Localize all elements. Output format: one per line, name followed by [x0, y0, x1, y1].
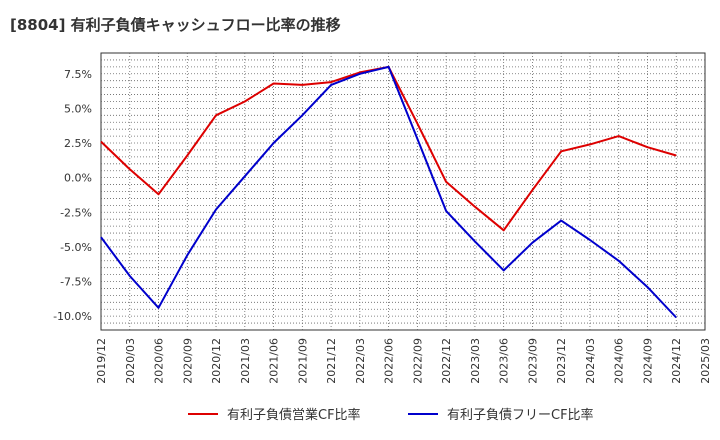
x-tick-label: 2019/12 — [95, 338, 108, 384]
plot-area — [100, 52, 706, 331]
legend-item-free-cf: 有利子負債フリーCF比率 — [408, 404, 594, 423]
y-tick-label: 0.0% — [64, 172, 92, 185]
y-tick-label: 2.5% — [64, 137, 92, 150]
x-tick-label: 2023/12 — [555, 338, 568, 384]
x-tick-label: 2024/09 — [641, 338, 654, 384]
legend-label-free-cf: 有利子負債フリーCF比率 — [447, 408, 594, 423]
y-tick-label: 7.5% — [64, 68, 92, 81]
grid-lines — [101, 53, 705, 330]
plot-border — [100, 52, 706, 331]
x-tick-label: 2020/06 — [153, 338, 166, 384]
x-tick-label: 2023/06 — [498, 338, 511, 384]
x-tick-label: 2022/09 — [411, 338, 424, 384]
x-tick-label: 2020/03 — [124, 338, 137, 384]
x-tick-label: 2024/06 — [613, 338, 626, 384]
x-tick-label: 2022/03 — [354, 338, 367, 384]
y-tick-label: -5.0% — [60, 241, 92, 254]
x-tick-label: 2021/03 — [239, 338, 252, 384]
legend: 有利子負債営業CF比率 有利子負債フリーCF比率 — [0, 404, 720, 428]
x-tick-label: 2023/09 — [526, 338, 539, 384]
x-tick-label: 2021/12 — [325, 338, 338, 384]
y-tick-label: -10.0% — [53, 310, 92, 323]
chart-title: [8804] 有利子負債キャッシュフロー比率の推移 — [10, 16, 341, 34]
x-tick-label: 2022/06 — [383, 338, 396, 384]
y-tick-label: -7.5% — [60, 276, 92, 289]
legend-label-operating-cf: 有利子負債営業CF比率 — [227, 408, 361, 423]
y-axis-ticks: 7.5% 5.0% 2.5% 0.0% -2.5% -5.0% -7.5% -10.0% — [53, 68, 92, 323]
x-tick-label: 2022/12 — [440, 338, 453, 384]
legend-item-operating-cf: 有利子負債営業CF比率 — [188, 404, 361, 423]
series-line-free-cf — [100, 65, 677, 319]
x-tick-label: 2020/09 — [181, 338, 194, 384]
legend-swatch-free-cf — [408, 412, 438, 415]
x-tick-label: 2021/09 — [296, 338, 309, 384]
x-tick-label: 2020/12 — [210, 338, 223, 384]
x-axis-ticks: 2019/12 2020/03 2020/06 2020/09 2020/12 2021/… — [95, 338, 712, 384]
y-tick-label: 5.0% — [64, 102, 92, 115]
x-tick-label: 2024/12 — [670, 338, 683, 384]
x-tick-label: 2021/06 — [268, 338, 281, 384]
y-tick-label: -2.5% — [60, 206, 92, 219]
series-layer — [100, 65, 677, 319]
x-tick-label: 2025/03 — [699, 338, 712, 384]
legend-swatch-operating-cf — [188, 412, 218, 415]
x-tick-label: 2023/03 — [469, 338, 482, 384]
x-tick-label: 2024/03 — [584, 338, 597, 384]
